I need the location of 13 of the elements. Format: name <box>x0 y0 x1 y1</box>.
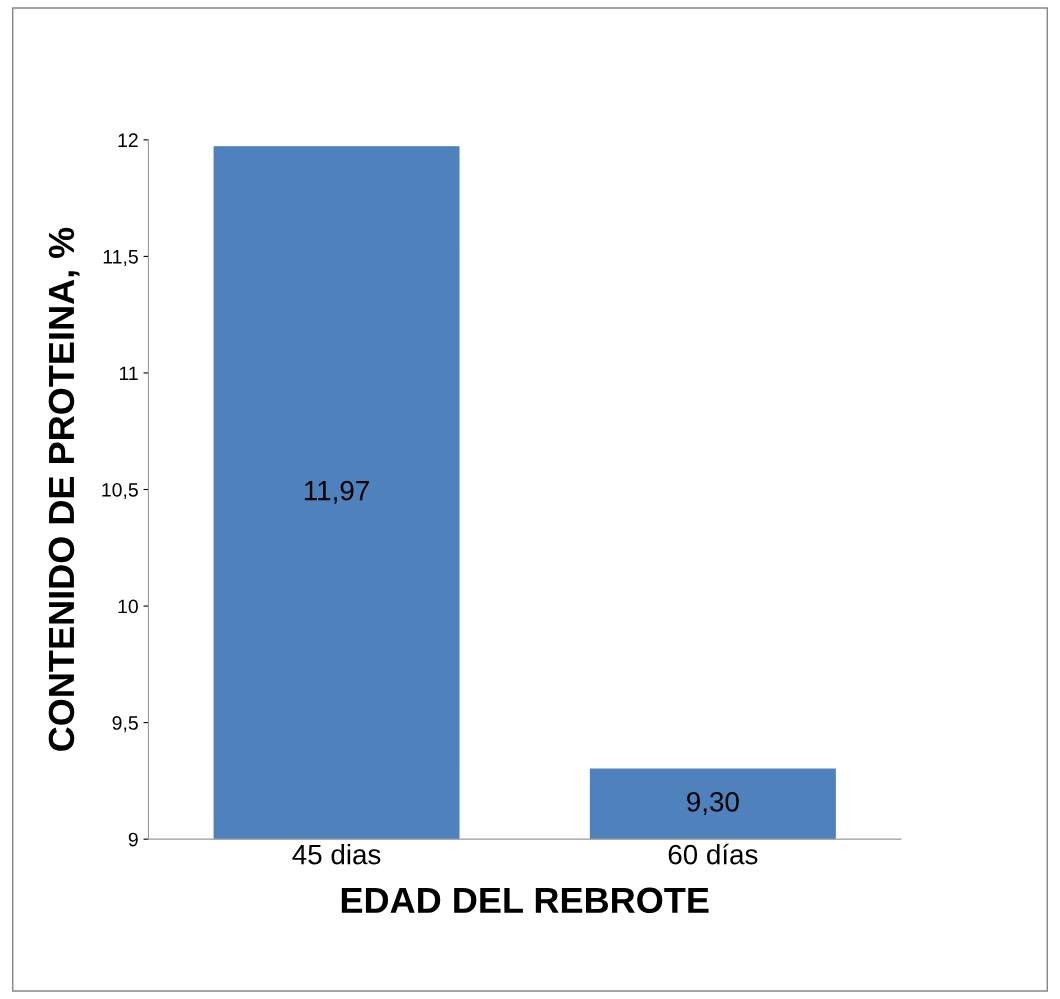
y-tick-label: 12 <box>118 133 138 147</box>
y-tick-label: 10 <box>118 599 138 614</box>
y-tick-label: 9 <box>128 832 138 847</box>
y-tick-label: 9,5 <box>112 716 138 733</box>
y-axis-title: CONTENIDO DE PROTEINA, % <box>48 227 80 751</box>
y-tick-label: 11 <box>119 366 138 381</box>
data-label: 11,97 <box>304 480 369 504</box>
y-tick-label: 10,5 <box>102 482 138 500</box>
x-tick-label: 60 días <box>668 843 758 865</box>
data-label: 9,30 <box>687 791 739 815</box>
y-tick-label: 11,5 <box>103 250 138 266</box>
x-tick-label: 45 dias <box>292 844 381 865</box>
x-axis-title: EDAD DEL REBROTE <box>341 887 709 914</box>
